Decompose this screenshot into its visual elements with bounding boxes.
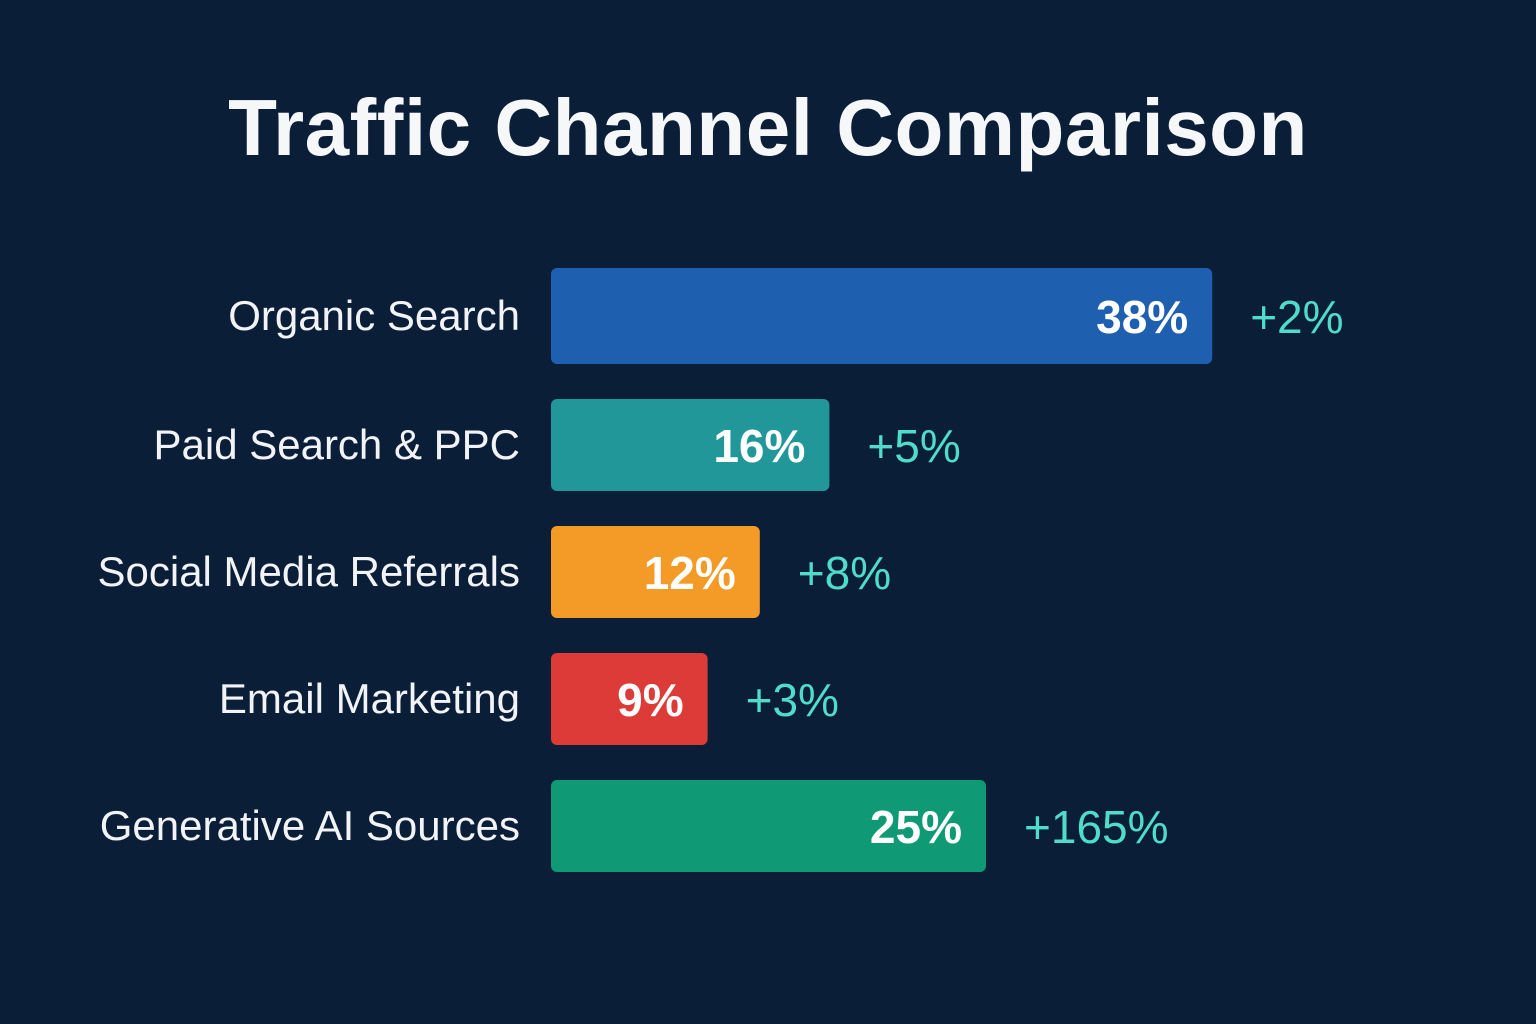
category-label: Organic Search xyxy=(228,292,520,339)
chart-title: Traffic Channel Comparison xyxy=(228,83,1308,172)
category-label: Email Marketing xyxy=(219,675,520,722)
change-label: +2% xyxy=(1250,291,1343,343)
data-label: 25% xyxy=(870,801,962,853)
change-label: +165% xyxy=(1024,801,1169,853)
change-label: +3% xyxy=(746,674,839,726)
bar xyxy=(551,399,830,491)
bar xyxy=(551,653,708,745)
bar xyxy=(551,780,986,872)
data-label: 12% xyxy=(644,547,736,599)
category-label: Social Media Referrals xyxy=(97,548,520,595)
category-label: Generative AI Sources xyxy=(100,802,520,849)
change-label: +5% xyxy=(867,420,960,472)
data-label: 16% xyxy=(713,420,805,472)
bar xyxy=(551,526,760,618)
data-label: 38% xyxy=(1096,291,1188,343)
data-label: 9% xyxy=(617,674,683,726)
bar xyxy=(551,268,1213,364)
change-label: +8% xyxy=(798,547,891,599)
category-label: Paid Search & PPC xyxy=(153,421,520,468)
